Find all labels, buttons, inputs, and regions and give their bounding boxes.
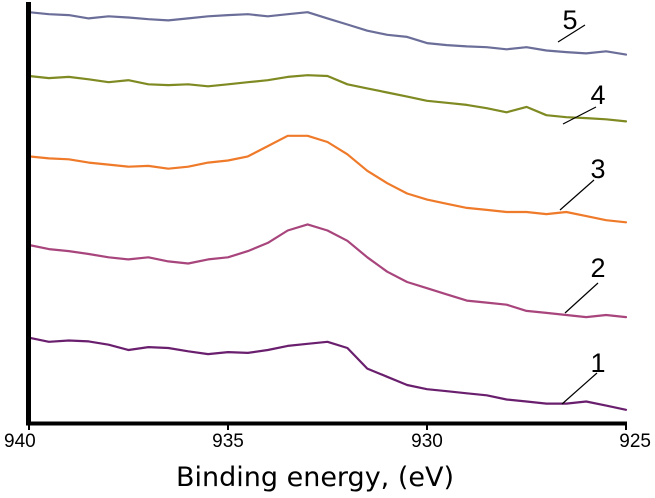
x-tick-label-925: 925 (619, 431, 651, 452)
leader-line-1 (561, 372, 598, 405)
series-line-3 (27, 134, 628, 224)
leader-line-3 (559, 179, 595, 211)
curve-label-2: 2 (590, 253, 605, 283)
leader-line-2 (564, 282, 599, 314)
leader-line-5 (557, 24, 586, 43)
series-line-2 (27, 223, 628, 319)
curve-label-1: 1 (590, 348, 605, 378)
curve-label-3: 3 (590, 154, 605, 184)
curve-label-layer: 1 2 3 4 5 (557, 5, 606, 405)
x-tick-label-935: 935 (212, 431, 244, 452)
series-line-1 (27, 336, 628, 411)
x-tick-label-940: 940 (4, 431, 36, 452)
curve-label-5: 5 (562, 5, 577, 35)
series-layer (27, 11, 628, 411)
curve-label-4: 4 (590, 80, 605, 110)
series-line-4 (27, 74, 628, 123)
x-axis-title: Binding energy, (eV) (176, 462, 454, 493)
leader-line-4 (562, 106, 597, 125)
series-line-5 (27, 11, 628, 56)
x-tick-label-930: 930 (411, 431, 443, 452)
x-tick-layer: 940 935 930 925 (4, 423, 651, 452)
